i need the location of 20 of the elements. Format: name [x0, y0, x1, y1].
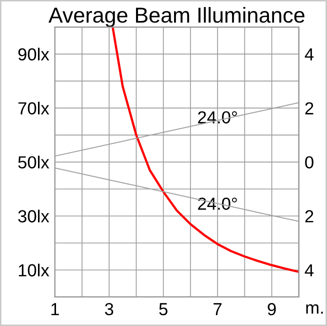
y2-tick-label: 2	[305, 102, 314, 114]
x-tick-label: 9	[268, 303, 276, 316]
y2-tick-label: 4	[304, 48, 314, 60]
x-tick-label: 5	[159, 303, 168, 316]
annotation: 24.0°	[198, 111, 237, 124]
y2-tick-label: 0	[305, 156, 314, 168]
y2-tick-label: 2	[305, 210, 314, 222]
y-tick-label: 10lx	[18, 264, 50, 276]
x-axis-title: m.	[306, 304, 323, 314]
chart-title: Average Beam Illuminance	[48, 6, 304, 28]
y2-tick-label: 4	[304, 264, 314, 276]
annotation: 24.0°	[198, 198, 237, 210]
y-tick-label: 90lx	[18, 48, 50, 61]
x-tick-label: 7	[214, 303, 222, 316]
y-tick-label: 50lx	[18, 156, 50, 168]
line-series	[112, 27, 299, 273]
x-tick-label: 3	[104, 303, 114, 316]
x-tick-label: 1	[51, 303, 59, 316]
y-tick-label: 30lx	[18, 210, 50, 222]
y-tick-label: 70lx	[18, 102, 50, 114]
